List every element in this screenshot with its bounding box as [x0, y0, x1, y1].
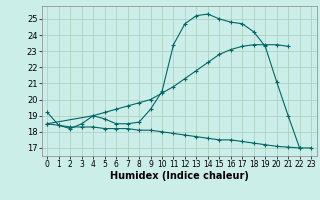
- X-axis label: Humidex (Indice chaleur): Humidex (Indice chaleur): [110, 171, 249, 181]
